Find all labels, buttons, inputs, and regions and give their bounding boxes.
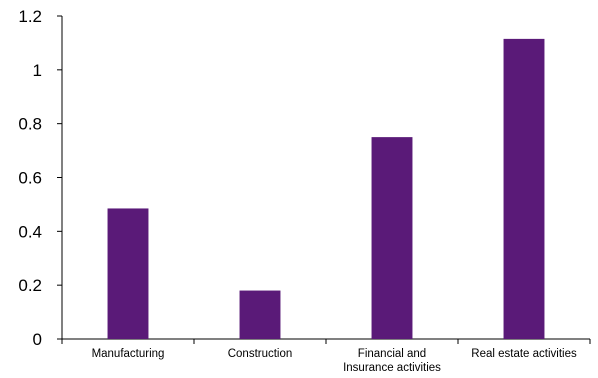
x-tick-label: Real estate activities xyxy=(471,348,577,360)
y-tick-label: 0 xyxy=(33,330,42,349)
x-tick-label: Construction xyxy=(228,348,293,360)
y-tick-label: 0.4 xyxy=(18,222,42,241)
y-tick-label: 0.2 xyxy=(18,276,42,295)
bar xyxy=(371,137,413,339)
x-tick-label: Insurance activities xyxy=(343,362,441,374)
bar xyxy=(239,290,281,339)
x-axis: Manufacturing Construction Financial and In… xyxy=(61,338,591,374)
x-tick-label: Manufacturing xyxy=(92,348,165,360)
bar xyxy=(107,208,149,339)
y-axis: 0 0.2 0.4 0.6 0.8 1 1.2 xyxy=(18,7,63,349)
y-tick-label: 1.2 xyxy=(18,7,42,26)
y-tick-label: 1 xyxy=(33,61,42,80)
x-tick-label: Financial and xyxy=(358,348,426,360)
y-tick-label: 0.6 xyxy=(18,169,42,188)
bar xyxy=(503,38,545,340)
bars xyxy=(107,38,545,340)
y-tick-label: 0.8 xyxy=(18,115,42,134)
